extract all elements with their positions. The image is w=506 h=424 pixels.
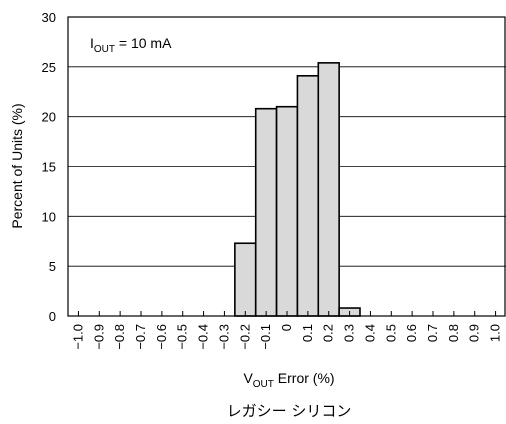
annotation-sub: OUT xyxy=(94,44,115,55)
bar xyxy=(275,105,299,317)
x-tick-label: 0.2 xyxy=(321,324,336,342)
x-tick-label: 1.0 xyxy=(488,324,503,342)
x-tick-label: 0.8 xyxy=(446,324,461,342)
y-tick-label: 0 xyxy=(49,309,56,324)
x-tick-label: −1.0 xyxy=(70,324,85,350)
x-tick-label: −0.8 xyxy=(112,324,127,350)
x-axis-ticks: −1.0 −0.9 −0.8 −0.7 −0.6 −0.5 −0.4 −0.3 −0.2 −0.1… xyxy=(70,311,503,350)
x-tick-label: 0.5 xyxy=(383,324,398,342)
annotation-rest: = 10 mA xyxy=(115,35,172,51)
y-tick-label: 20 xyxy=(42,110,56,125)
bar xyxy=(317,62,340,317)
y-tick-label: 15 xyxy=(42,160,56,175)
x-tick-label: −0.5 xyxy=(175,324,190,350)
x-axis-title: VOUT Error (%) xyxy=(243,370,334,390)
x-tick-label: 0.1 xyxy=(300,324,315,342)
x-axis-title-rest: Error (%) xyxy=(274,370,335,386)
bars xyxy=(234,62,361,317)
bar xyxy=(254,107,278,317)
x-tick-label: −0.1 xyxy=(258,324,273,350)
x-tick-label: −0.3 xyxy=(216,324,231,350)
x-tick-label: −0.9 xyxy=(91,324,106,350)
y-tick-label: 10 xyxy=(42,209,56,224)
annotation-main: I xyxy=(90,35,94,51)
y-tick-label: 5 xyxy=(49,259,56,274)
annotation-label: IOUT = 10 mA xyxy=(90,35,172,55)
x-axis-title-sub: OUT xyxy=(253,379,274,390)
x-tick-label: 0.7 xyxy=(425,324,440,342)
x-tick-label: 0.3 xyxy=(342,324,357,342)
x-axis-title-main: V xyxy=(243,370,253,386)
x-tick-label: 0.6 xyxy=(404,324,419,342)
x-tick-label: −0.7 xyxy=(133,324,148,350)
x-tick-label: 0.4 xyxy=(362,324,377,342)
caption: レガシー シリコン xyxy=(227,402,352,420)
y-axis-ticks: 0 5 10 15 20 25 30 xyxy=(42,10,56,324)
x-tick-label: −0.6 xyxy=(154,324,169,350)
y-tick-label: 30 xyxy=(42,10,56,25)
x-tick-label: 0.9 xyxy=(467,324,482,342)
bar xyxy=(234,242,257,317)
x-tick-label: −0.2 xyxy=(237,324,252,350)
x-tick-label: 0 xyxy=(279,324,294,331)
x-tick-label: −0.4 xyxy=(196,324,211,350)
y-tick-label: 25 xyxy=(42,60,56,75)
y-axis-title: Percent of Units (%) xyxy=(9,103,25,228)
bar xyxy=(296,75,320,317)
